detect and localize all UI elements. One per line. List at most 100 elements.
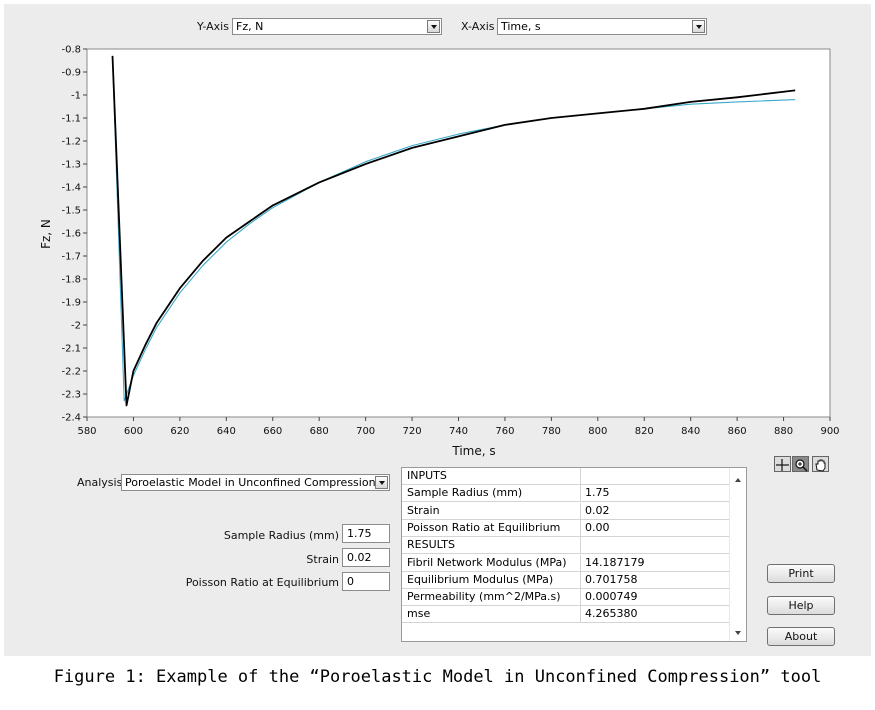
table-row[interactable]: Strain 0.02 (402, 502, 730, 520)
column-divider (580, 571, 581, 588)
zoom-icon[interactable] (792, 456, 809, 472)
table-row[interactable]: Sample Radius (mm) 1.75 (402, 485, 730, 503)
x-axis-title: Time, s (451, 444, 495, 458)
x-tick-label: 660 (263, 426, 282, 437)
x-tick-label: 780 (542, 426, 561, 437)
column-divider (580, 589, 581, 606)
x-tick-label: 880 (774, 426, 793, 437)
x-tick-label: 820 (635, 426, 654, 437)
analysis-selector[interactable]: Poroelastic Model in Unconfined Compress… (121, 474, 390, 491)
x-tick-label: 760 (495, 426, 514, 437)
x-axis-selector[interactable]: Time, s (497, 18, 707, 35)
x-tick-label: 580 (77, 426, 96, 437)
x-axis-selector-value: Time, s (501, 20, 541, 33)
y-tick-label: -0.8 (61, 45, 81, 56)
sample-radius-input[interactable]: 1.75 (342, 524, 390, 543)
table-cell-label: Strain (407, 503, 440, 517)
y-axis-title: Fz, N (39, 219, 53, 249)
x-tick-label: 620 (170, 426, 189, 437)
y-tick-label: -1.4 (61, 183, 81, 194)
x-tick-label: 600 (124, 426, 143, 437)
poisson-ratio-input[interactable]: 0 (342, 572, 390, 591)
y-tick-label: -1.3 (61, 160, 81, 171)
column-divider (580, 519, 581, 536)
y-tick-label: -1.9 (61, 298, 81, 309)
analysis-selector-value: Poroelastic Model in Unconfined Compress… (125, 476, 376, 489)
table-cell-label: INPUTS (407, 469, 447, 482)
y-tick-label: -2.3 (61, 390, 81, 401)
table-cell-value: 0.00 (585, 520, 610, 534)
poisson-ratio-label: Poisson Ratio at Equilibrium (185, 576, 339, 589)
results-table[interactable]: INPUTS Sample Radius (mm) 1.75 Strain 0.02 Po… (401, 467, 747, 642)
y-tick-label: -0.9 (61, 68, 81, 79)
table-row[interactable]: Permeability (mm^2/MPa.s) 0.000749 (402, 589, 730, 607)
table-cell-label: Poisson Ratio at Equilibrium (407, 520, 561, 534)
table-cell-value: 14.187179 (585, 555, 645, 569)
plot-area (86, 48, 831, 418)
x-tick-label: 720 (403, 426, 422, 437)
table-row[interactable]: mse 4.265380 (402, 606, 730, 624)
column-divider (580, 485, 581, 502)
table-scrollbar[interactable] (729, 468, 746, 641)
x-tick-label: 800 (588, 426, 607, 437)
scroll-up-icon[interactable] (735, 478, 741, 482)
chevron-down-icon[interactable] (692, 20, 705, 33)
y-tick-label: -2.1 (61, 344, 81, 355)
y-axis-selector-value: Fz, N (236, 20, 264, 33)
pan-hand-icon[interactable] (812, 456, 829, 472)
sample-radius-label: Sample Radius (mm) (223, 529, 339, 542)
y-axis-selector[interactable]: Fz, N (232, 18, 442, 35)
table-row[interactable]: Fibril Network Modulus (MPa) 14.187179 (402, 554, 730, 572)
x-tick-label: 860 (728, 426, 747, 437)
table-cell-value: 4.265380 (585, 607, 638, 621)
print-button[interactable]: Print (767, 564, 835, 583)
y-tick-label: -2.4 (61, 413, 81, 424)
column-divider (580, 537, 581, 554)
y-tick-label: -1 (71, 91, 81, 102)
table-row[interactable]: Equilibrium Modulus (MPa) 0.701758 (402, 571, 730, 589)
table-cell-label: Permeability (mm^2/MPa.s) (407, 590, 561, 604)
y-tick-label: -1.1 (61, 114, 81, 125)
column-divider (580, 502, 581, 519)
y-tick-label: -2.2 (61, 367, 81, 378)
x-axis-selector-label: X-Axis (461, 20, 495, 33)
help-button[interactable]: Help (767, 596, 835, 615)
table-cell-label: RESULTS (407, 538, 455, 552)
x-tick-label: 840 (681, 426, 700, 437)
measured-force-line (111, 55, 796, 407)
table-row[interactable]: INPUTS (402, 468, 730, 485)
chevron-down-icon[interactable] (427, 20, 440, 33)
force-time-chart[interactable]: 580 600 620 640 660 680 700 720 740 760 780 800 820 8… (0, 0, 875, 470)
scroll-down-icon[interactable] (735, 631, 741, 635)
table-row[interactable]: Poisson Ratio at Equilibrium 0.00 (402, 519, 730, 537)
table-cell-value: 0.701758 (585, 572, 638, 586)
table-cell-value: 1.75 (585, 486, 610, 500)
x-tick-label: 700 (356, 426, 375, 437)
y-tick-label: -1.7 (61, 252, 81, 263)
x-tick-label: 640 (217, 426, 236, 437)
analysis-label: Analysis (77, 476, 123, 489)
table-cell-label: Fibril Network Modulus (MPa) (407, 555, 567, 569)
table-cell-label: mse (407, 607, 431, 621)
about-button[interactable]: About (767, 627, 835, 646)
figure-caption: Figure 1: Example of the “Poroelastic Mo… (53, 667, 822, 687)
column-divider (580, 468, 581, 484)
x-tick-label: 740 (449, 426, 468, 437)
table-cell-value: 0.02 (585, 503, 610, 517)
strain-input[interactable]: 0.02 (342, 548, 390, 567)
table-cell-label: Equilibrium Modulus (MPa) (407, 572, 554, 586)
table-row[interactable]: RESULTS (402, 537, 730, 555)
chevron-down-icon[interactable] (375, 476, 388, 489)
y-tick-label: -1.6 (61, 229, 81, 240)
column-divider (580, 554, 581, 571)
y-axis-selector-label: Y-Axis (197, 20, 229, 33)
y-tick-label: -1.8 (61, 275, 81, 286)
y-tick-label: -1.2 (61, 137, 81, 148)
x-tick-label: 900 (820, 426, 839, 437)
y-tick-label: -1.5 (61, 206, 81, 217)
table-cell-value: 0.000749 (585, 590, 638, 604)
column-divider (580, 606, 581, 623)
crosshair-icon[interactable] (774, 456, 791, 472)
table-cell-label: Sample Radius (mm) (407, 486, 523, 500)
y-tick-label: -2 (71, 321, 81, 332)
